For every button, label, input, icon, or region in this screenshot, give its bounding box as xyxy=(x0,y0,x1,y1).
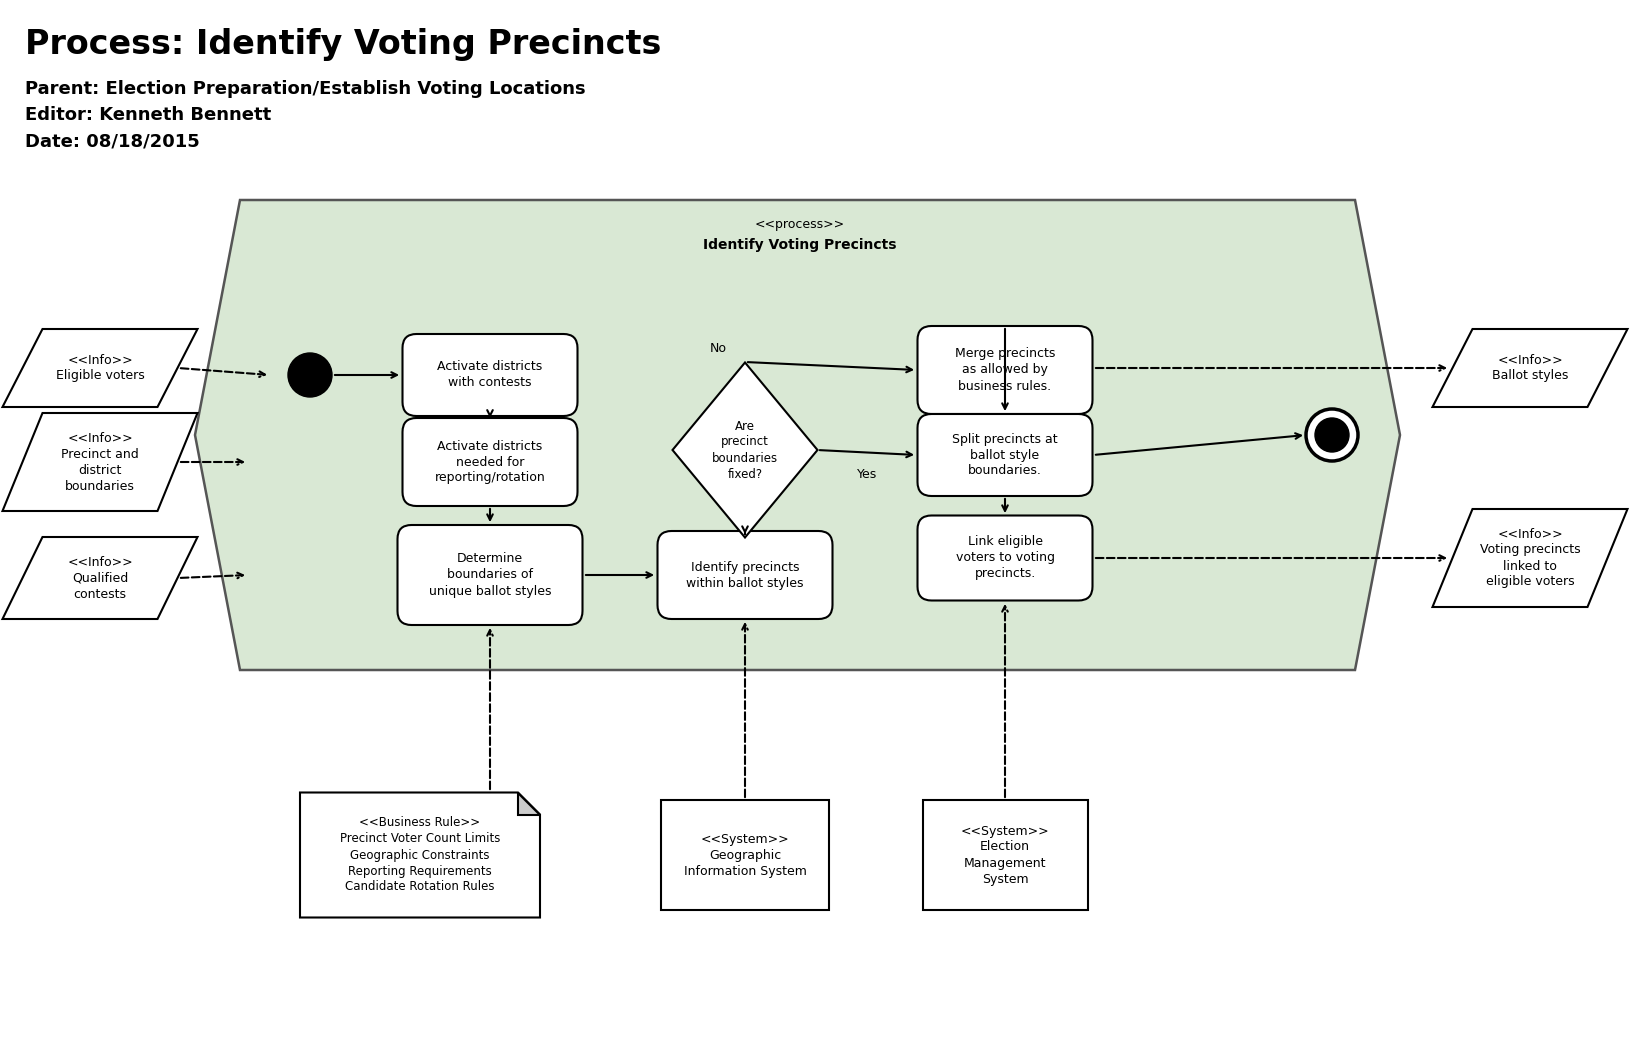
Text: Merge precincts
as allowed by
business rules.: Merge precincts as allowed by business r… xyxy=(955,347,1056,393)
Text: Activate districts
needed for
reporting/rotation: Activate districts needed for reporting/… xyxy=(434,439,545,485)
Circle shape xyxy=(287,353,331,397)
Polygon shape xyxy=(1433,509,1627,607)
Text: <<Business Rule>>
Precinct Voter Count Limits
Geographic Constraints
Reporting R: <<Business Rule>> Precinct Voter Count L… xyxy=(339,816,499,893)
Polygon shape xyxy=(1433,329,1627,407)
FancyBboxPatch shape xyxy=(658,531,832,619)
Text: <<process>>: <<process>> xyxy=(756,218,845,231)
Text: <<Info>>
Qualified
contests: <<Info>> Qualified contests xyxy=(67,555,132,601)
Text: <<System>>
Geographic
Information System: <<System>> Geographic Information System xyxy=(684,832,806,878)
Text: No: No xyxy=(710,341,726,355)
Circle shape xyxy=(1306,409,1358,461)
Polygon shape xyxy=(3,329,197,407)
Text: <<System>>
Election
Management
System: <<System>> Election Management System xyxy=(961,825,1049,886)
Text: Activate districts
with contests: Activate districts with contests xyxy=(437,360,542,390)
Polygon shape xyxy=(300,792,540,918)
Polygon shape xyxy=(194,200,1400,670)
Text: Identify precincts
within ballot styles: Identify precincts within ballot styles xyxy=(685,561,803,589)
Polygon shape xyxy=(3,538,197,619)
Text: Date: 08/18/2015: Date: 08/18/2015 xyxy=(24,132,199,150)
Text: Determine
boundaries of
unique ballot styles: Determine boundaries of unique ballot st… xyxy=(429,552,552,598)
Circle shape xyxy=(1315,418,1350,452)
FancyBboxPatch shape xyxy=(917,326,1092,414)
Text: Parent: Election Preparation/Establish Voting Locations: Parent: Election Preparation/Establish V… xyxy=(24,80,586,98)
Polygon shape xyxy=(3,413,197,511)
FancyBboxPatch shape xyxy=(403,334,578,416)
Text: Identify Voting Precincts: Identify Voting Precincts xyxy=(703,238,896,252)
Text: Yes: Yes xyxy=(857,469,876,482)
Bar xyxy=(661,800,829,910)
Text: <<Info>>
Precinct and
district
boundaries: <<Info>> Precinct and district boundarie… xyxy=(60,432,139,492)
Text: Process: Identify Voting Precincts: Process: Identify Voting Precincts xyxy=(24,29,661,61)
Bar xyxy=(922,800,1087,910)
FancyBboxPatch shape xyxy=(917,414,1092,496)
Polygon shape xyxy=(672,362,818,538)
Text: Are
precinct
boundaries
fixed?: Are precinct boundaries fixed? xyxy=(712,419,778,480)
FancyBboxPatch shape xyxy=(917,515,1092,601)
Text: Link eligible
voters to voting
precincts.: Link eligible voters to voting precincts… xyxy=(955,535,1054,581)
FancyBboxPatch shape xyxy=(398,525,583,625)
Text: Editor: Kenneth Bennett: Editor: Kenneth Bennett xyxy=(24,106,271,124)
Text: Split precincts at
ballot style
boundaries.: Split precincts at ballot style boundari… xyxy=(951,433,1058,477)
Text: <<Info>>
Voting precincts
linked to
eligible voters: <<Info>> Voting precincts linked to elig… xyxy=(1480,528,1580,588)
Polygon shape xyxy=(517,792,540,814)
Text: <<Info>>
Eligible voters: <<Info>> Eligible voters xyxy=(55,354,144,382)
FancyBboxPatch shape xyxy=(403,418,578,506)
Text: <<Info>>
Ballot styles: <<Info>> Ballot styles xyxy=(1492,354,1568,382)
